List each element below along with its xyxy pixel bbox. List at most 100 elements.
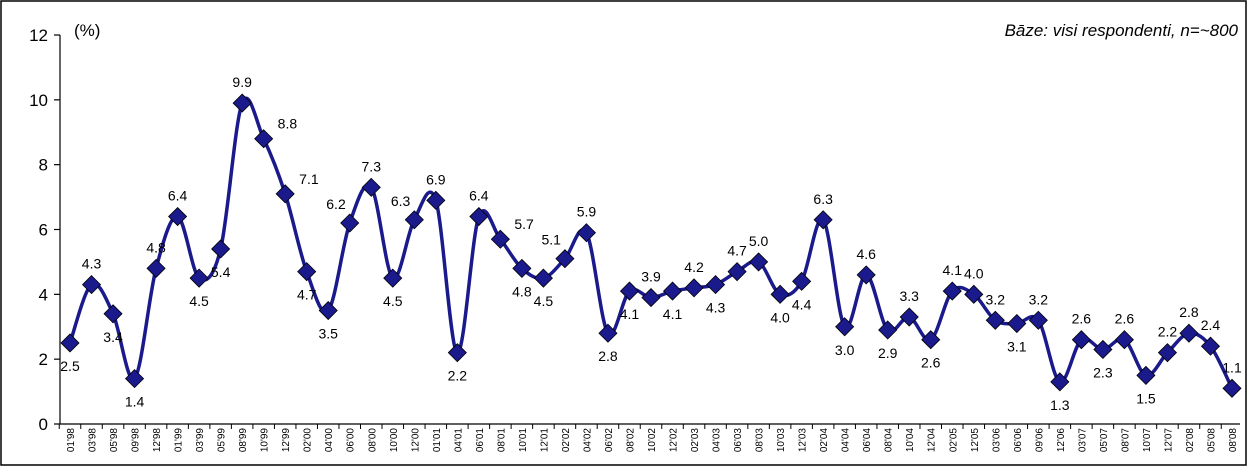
x-tick-label: 04'04	[841, 428, 852, 453]
x-tick-label: 08'04	[884, 428, 895, 453]
x-tick-label: 05'08	[1206, 428, 1217, 453]
data-point-marker	[921, 330, 941, 350]
data-point-marker	[792, 271, 812, 291]
data-point-marker	[275, 184, 295, 204]
x-tick-label: 08'03	[755, 428, 766, 453]
data-label: 4.8	[146, 239, 166, 255]
x-tick-label: 01'98	[66, 428, 77, 453]
data-point-marker	[232, 93, 252, 113]
data-label: 4.2	[684, 259, 704, 275]
data-point-marker	[1136, 365, 1156, 385]
data-label: 2.3	[1093, 364, 1113, 380]
data-point-marker	[705, 275, 726, 295]
data-label: 2.6	[921, 355, 941, 371]
x-ticks: 01'98 03'98 05'98 09'98 12'98 01'99 03'99 05'99…	[58, 424, 1239, 453]
data-point-marker	[985, 310, 1005, 330]
x-tick-label: 02'00	[303, 428, 314, 453]
x-tick-label: 12'05	[970, 428, 981, 453]
data-point-marker	[1179, 323, 1199, 343]
data-label: 1.4	[125, 394, 145, 410]
data-point-marker	[490, 229, 510, 249]
data-label: 2.6	[1115, 311, 1135, 327]
y-tick-label: 0	[39, 415, 48, 434]
data-point-marker	[1028, 310, 1048, 330]
x-tick-label: 04'01	[453, 428, 464, 453]
data-label: 2.2	[1158, 324, 1178, 340]
data-label: 3.9	[641, 269, 661, 285]
data-point-marker	[619, 281, 640, 301]
data-label: 6.3	[391, 193, 411, 209]
x-tick-label: 01'99	[174, 428, 185, 453]
x-tick-label: 12'02	[669, 428, 680, 453]
sample-base-note: Bāze: visi respondenti, n=~800	[1005, 21, 1239, 40]
data-label: 1.5	[1136, 390, 1156, 406]
data-point-marker	[1007, 313, 1027, 334]
x-tick-label: 10'02	[647, 428, 658, 453]
data-label: 2.8	[598, 348, 618, 364]
x-tick-label: 12'07	[1163, 428, 1174, 453]
data-label: 7.3	[362, 158, 382, 174]
data-label: 5.9	[577, 204, 597, 220]
x-tick-label: 12'06	[1056, 428, 1067, 453]
data-label: 6.2	[326, 196, 346, 212]
data-point-marker	[942, 281, 962, 301]
data-label: 2.5	[60, 358, 80, 374]
data-label: 4.8	[512, 283, 532, 299]
data-point-marker	[899, 307, 919, 327]
y-tick-label: 8	[39, 156, 48, 175]
x-tick-label: 05'98	[109, 428, 120, 453]
data-label: 4.5	[534, 293, 554, 309]
data-label: 3.3	[899, 288, 919, 304]
y-ticks: 0 2 4 6 8 10 12	[29, 26, 60, 434]
x-tick-label: 08'07	[1120, 428, 1131, 453]
x-tick-label: 03'98	[88, 428, 99, 453]
x-tick-label: 01'01	[432, 428, 443, 453]
x-tick-label: 06'02	[604, 428, 615, 453]
x-tick-label: 06'04	[862, 428, 873, 453]
data-label: 4.5	[189, 293, 209, 309]
data-label: 2.9	[878, 345, 898, 361]
data-point-marker	[662, 281, 683, 301]
y-tick-label: 4	[39, 285, 48, 304]
x-tick-label: 04'02	[582, 428, 593, 453]
x-tick-label: 10'01	[518, 428, 529, 453]
x-tick-label: 08'00	[367, 428, 378, 453]
data-point-marker	[1157, 343, 1178, 363]
data-point-marker	[297, 262, 317, 282]
data-label: 9.9	[232, 74, 252, 90]
data-label: 3.4	[103, 329, 123, 345]
x-tick-label: 10'07	[1142, 428, 1153, 453]
data-point-marker	[81, 275, 102, 295]
data-label: 5.0	[749, 233, 769, 249]
data-label: 4.6	[856, 246, 876, 262]
data-point-marker	[318, 300, 338, 321]
data-point-marker	[749, 252, 769, 272]
data-point-marker	[770, 284, 790, 304]
x-tick-label: 10'04	[905, 428, 916, 453]
data-point-marker	[103, 304, 123, 324]
data-point-marker	[576, 223, 597, 243]
x-tick-label: 05'99	[217, 428, 228, 453]
data-point-marker	[383, 268, 403, 288]
data-point-marker	[727, 262, 747, 282]
x-tick-label: 12'99	[281, 428, 292, 453]
data-label: 4.5	[383, 293, 403, 309]
data-point-marker	[835, 317, 855, 337]
data-label: 4.1	[620, 306, 640, 322]
data-label: 3.2	[986, 291, 1006, 307]
data-label: 4.0	[770, 309, 790, 325]
x-tick-label: 03'06	[991, 428, 1002, 453]
data-label: 8.8	[278, 116, 298, 132]
x-tick-label: 12'04	[927, 428, 938, 453]
data-label: 2.6	[1072, 311, 1092, 327]
x-tick-label: 09'06	[1034, 428, 1045, 453]
data-label: 6.3	[813, 191, 833, 207]
data-point-marker	[1050, 372, 1070, 392]
data-label: 3.5	[318, 326, 338, 342]
x-tick-label: 08'08	[1228, 428, 1239, 453]
data-label: 4.7	[727, 243, 747, 259]
x-tick-label: 08'99	[238, 428, 249, 453]
